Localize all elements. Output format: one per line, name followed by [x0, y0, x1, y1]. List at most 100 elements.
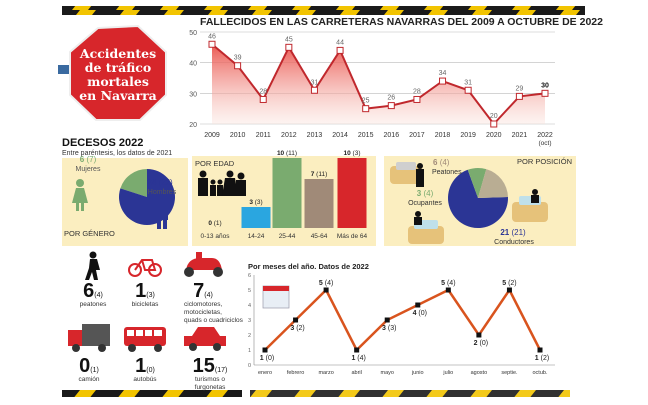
- y-tick-label: 40: [189, 61, 197, 68]
- data-point: [413, 95, 421, 103]
- data-point: [362, 105, 370, 113]
- data-label: 25: [362, 98, 370, 105]
- truck-icon: [68, 324, 110, 352]
- data-point: [323, 287, 329, 293]
- yearly-chart-title: FALLECIDOS EN LAS CARRETERAS NAVARRAS DE…: [200, 16, 603, 28]
- ocupantes-label: Ocupantes: [408, 200, 442, 207]
- x-tick-label: 2011: [256, 132, 271, 139]
- data-point: [208, 40, 216, 48]
- vehicle-count: 6(4): [83, 280, 103, 302]
- x-tick-label: 2015: [358, 132, 374, 139]
- y-tick-label: 6: [248, 273, 251, 279]
- data-point: [515, 92, 523, 100]
- x-tick-label: 2010: [230, 132, 246, 139]
- x-tick-label: 2020: [486, 132, 502, 139]
- car-icon: [184, 327, 226, 351]
- pedestrian-icon: [85, 251, 100, 280]
- logo-line: Accidentes: [79, 46, 156, 61]
- data-point: [259, 95, 267, 103]
- x-tick-label: mayo: [380, 370, 393, 376]
- woman-icon: [72, 179, 88, 211]
- vehicle-label: turismos o: [195, 376, 225, 383]
- logo-line: mortales: [87, 74, 149, 89]
- y-tick-label: 3: [248, 318, 251, 324]
- data-label: 31: [464, 79, 472, 86]
- x-tick-label: 2021: [512, 132, 528, 139]
- series-line: [211, 43, 546, 126]
- data-point: [415, 302, 421, 308]
- data-label: 5 (4): [441, 280, 455, 287]
- position-title: POR POSICIÓN: [517, 157, 572, 166]
- bar-value-label: 10 (11): [277, 150, 297, 157]
- conductores-value: 21 (21): [500, 228, 526, 237]
- mujeres-label: Mujeres: [76, 166, 101, 173]
- calendar-icon: [262, 285, 290, 309]
- bar-value-label: 0 (1): [208, 220, 221, 227]
- data-label: 3 (2): [290, 325, 304, 332]
- y-tick-label: 5: [248, 288, 251, 294]
- data-point: [387, 102, 395, 110]
- bar-category-label: 45-64: [311, 233, 328, 240]
- data-label: 5 (4): [319, 280, 333, 287]
- data-point: [354, 347, 360, 353]
- family-icon: [198, 170, 246, 196]
- x-tick-label: 2013: [307, 132, 323, 139]
- peatones-value: 6 (4): [433, 158, 450, 167]
- data-point: [384, 317, 390, 323]
- data-point: [310, 86, 318, 94]
- y-tick-label: 30: [189, 91, 197, 98]
- bar-value-label: 3 (3): [249, 199, 262, 206]
- hombres-value: 24 (22): [147, 178, 173, 187]
- x-tick-label: septie.: [501, 370, 518, 376]
- y-tick-label: 50: [189, 30, 197, 37]
- data-label: 1 (0): [260, 355, 274, 362]
- data-label: 46: [208, 33, 216, 40]
- car-occupant-icon: [512, 189, 548, 222]
- data-label: 34: [439, 70, 447, 77]
- vehicle-label: peatones: [80, 301, 107, 308]
- decesos-title: DECESOS 2022: [62, 137, 143, 149]
- vehicle-count: 7(4): [193, 280, 213, 302]
- data-label: 45: [285, 36, 293, 43]
- bar-25-44: [272, 158, 302, 228]
- vehicle-label: autobús: [133, 376, 157, 383]
- bottom-stripe: [62, 390, 242, 397]
- bar-category-label: Más de 64: [337, 233, 368, 240]
- bar-value-label: 7 (11): [311, 171, 328, 178]
- bar-category-label: 14-24: [248, 233, 265, 240]
- data-label: 4 (0): [413, 310, 427, 317]
- data-point: [336, 46, 344, 54]
- pie-slice-conductores: [448, 169, 508, 228]
- decesos-subtitle: Entre paréntesis, los datos de 2021: [62, 150, 172, 157]
- pie-slice-ocupantes: [467, 168, 487, 198]
- pie-slice-mujeres: [120, 169, 147, 197]
- bar-45-64: [304, 179, 334, 228]
- y-tick-label: 4: [248, 303, 251, 309]
- x-tick-label: abril: [351, 370, 361, 376]
- x-tick-label: 2022: [537, 132, 553, 139]
- bar-14-24: [241, 207, 271, 228]
- data-label: 2 (0): [474, 340, 488, 347]
- gender-pie: [119, 169, 176, 226]
- x-tick-label: 2016: [384, 132, 400, 139]
- vehicle-count: 15(17): [193, 355, 228, 377]
- car-driver-icon: [408, 211, 444, 244]
- data-label: 3 (3): [382, 325, 396, 332]
- y-tick-label: 2: [248, 333, 251, 339]
- data-point: [541, 89, 549, 97]
- vehicle-label: bicicletas: [132, 301, 159, 308]
- logo-stop-sign: Accidentes de tráfico mortales en Navarr…: [58, 24, 167, 121]
- data-point: [262, 347, 268, 353]
- top-stripe: [62, 6, 585, 15]
- mujeres-value: 6 (7): [80, 155, 97, 164]
- x-tick-label: 2014: [332, 132, 348, 139]
- peatones-label: Peatones: [432, 169, 462, 176]
- bar-Más de 64: [337, 158, 367, 228]
- x-tick-label: julio: [442, 370, 453, 376]
- vehicle-label: furgonetas: [195, 384, 226, 391]
- conductores-label: Conductores: [494, 239, 534, 246]
- x-tick-label: 2017: [409, 132, 425, 139]
- vehicle-label: quads o cuadriciclos: [184, 317, 244, 324]
- data-point: [439, 77, 447, 85]
- bar-value-label: 10 (3): [344, 150, 361, 157]
